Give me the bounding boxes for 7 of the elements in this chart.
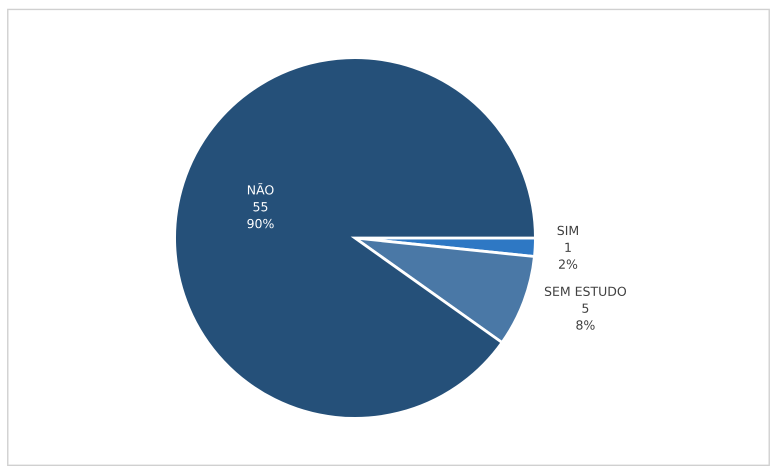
slice-label: SIM bbox=[558, 226, 578, 236]
data-label: 5 8% bbox=[576, 304, 595, 330]
slice-label: NÃO bbox=[248, 182, 274, 195]
slice-label: SEM ESTUDO bbox=[544, 286, 626, 296]
data-label: 55 90% bbox=[247, 202, 274, 228]
pie-slice bbox=[173, 56, 537, 420]
data-label: 1 2% bbox=[558, 242, 578, 269]
